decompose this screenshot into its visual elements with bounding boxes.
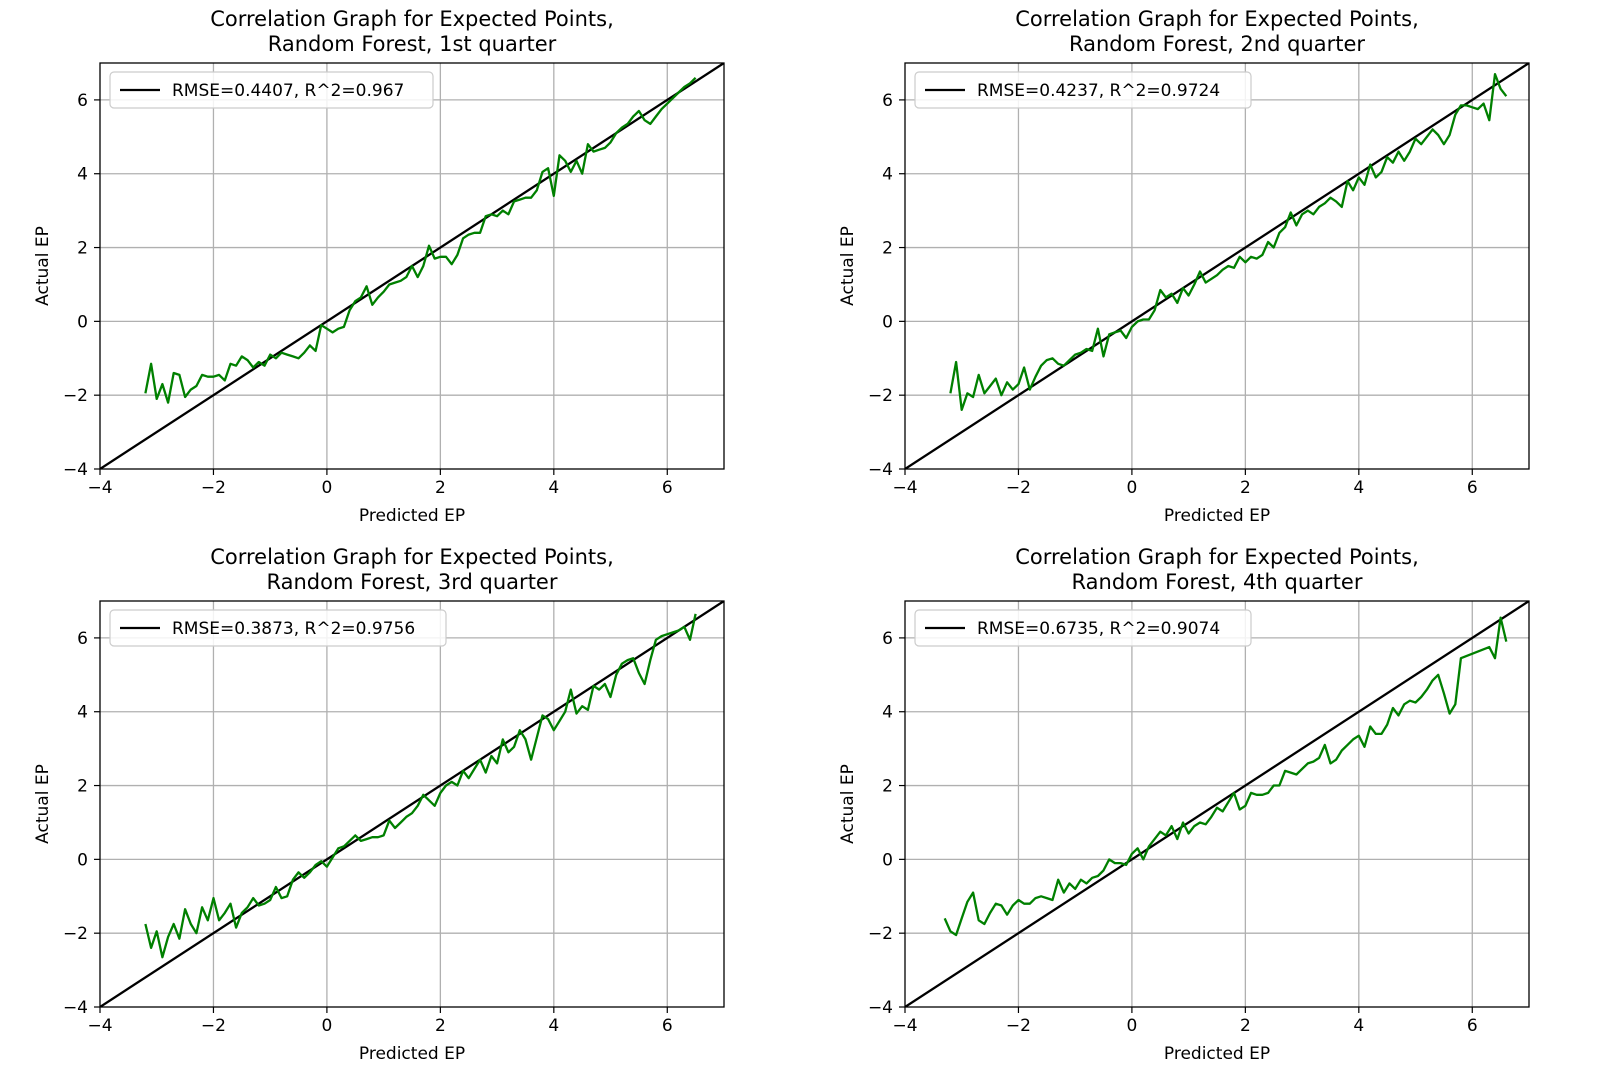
- legend-box: [914, 71, 1252, 109]
- legend: RMSE=0.6735, R^2=0.9074: [914, 609, 1252, 647]
- y-tick-label: −2: [63, 924, 88, 944]
- y-tick-label: 2: [882, 777, 893, 797]
- x-tick-label: 2: [435, 478, 446, 498]
- x-tick-label: 4: [1353, 478, 1364, 498]
- axes-frame: [904, 600, 1530, 1008]
- y-axis-label: Actual EP: [33, 226, 53, 306]
- x-tick-label: 4: [1353, 1016, 1364, 1036]
- y-tick-label: 0: [77, 850, 88, 870]
- chart-title-line: Random Forest, 2nd quarter: [1069, 32, 1365, 56]
- x-tick-label: −2: [1006, 478, 1031, 498]
- x-tick-label: −4: [892, 478, 917, 498]
- x-tick-label: 4: [548, 478, 559, 498]
- y-tick-label: −4: [868, 460, 893, 480]
- chart-title-line: Correlation Graph for Expected Points,: [210, 7, 614, 31]
- y-tick-label: 4: [882, 703, 893, 723]
- axes-frame: [904, 62, 1530, 470]
- x-tick-label: −4: [87, 478, 112, 498]
- y-tick-label: 6: [77, 91, 88, 111]
- subplot-4: −4 −2 0 2 4 6 −4 −2 0 2 4 6 Correlation Graph for Ex…: [838, 545, 1530, 1064]
- x-tick-label: −4: [892, 1016, 917, 1036]
- legend: RMSE=0.3873, R^2=0.9756: [109, 609, 447, 647]
- subplot-3: −4 −2 0 2 4 6 −4 −2 0 2 4 6 Correlation Graph for Ex…: [33, 545, 725, 1064]
- y-tick-label: 2: [882, 239, 893, 259]
- x-tick-label: 6: [662, 1016, 673, 1036]
- legend-box: [914, 609, 1252, 647]
- x-tick-label: 4: [548, 1016, 559, 1036]
- ep-data-line: [144, 76, 697, 404]
- chart-title-line: Random Forest, 3rd quarter: [267, 570, 558, 594]
- x-tick-label: 6: [1467, 1016, 1478, 1036]
- y-tick-label: 2: [77, 239, 88, 259]
- ep-data-line: [949, 72, 1508, 412]
- axes-frame: [99, 62, 725, 470]
- legend-label: RMSE=0.4237, R^2=0.9724: [977, 81, 1220, 101]
- y-axis-label: Actual EP: [33, 764, 53, 844]
- legend-label: RMSE=0.6735, R^2=0.9074: [977, 619, 1220, 639]
- x-tick-label: −4: [87, 1016, 112, 1036]
- y-tick-label: 4: [77, 165, 88, 185]
- reference-line: [100, 601, 724, 1007]
- reference-line: [905, 63, 1529, 469]
- y-axis-label: Actual EP: [838, 226, 858, 306]
- x-tick-label: 0: [1126, 478, 1137, 498]
- reference-line: [905, 601, 1529, 1007]
- chart-title-line: Random Forest, 4th quarter: [1072, 570, 1363, 594]
- x-axis-label: Predicted EP: [359, 506, 465, 526]
- x-tick-label: 0: [321, 478, 332, 498]
- legend-label: RMSE=0.3873, R^2=0.9756: [172, 619, 415, 639]
- x-tick-label: 0: [1126, 1016, 1137, 1036]
- x-tick-label: 2: [1240, 1016, 1251, 1036]
- chart-title-line: Correlation Graph for Expected Points,: [1015, 7, 1419, 31]
- y-tick-label: −2: [63, 386, 88, 406]
- y-tick-label: 6: [882, 91, 893, 111]
- x-tick-label: 0: [321, 1016, 332, 1036]
- y-tick-label: 0: [77, 312, 88, 332]
- y-tick-label: 4: [882, 165, 893, 185]
- ep-data-line: [144, 613, 697, 959]
- legend-label: RMSE=0.4407, R^2=0.967: [172, 81, 404, 101]
- legend-box: [109, 609, 447, 647]
- y-tick-label: −4: [63, 998, 88, 1018]
- x-tick-label: 2: [435, 1016, 446, 1036]
- axes-frame: [99, 600, 725, 1008]
- y-tick-label: 6: [77, 629, 88, 649]
- y-tick-label: −4: [63, 460, 88, 480]
- y-tick-label: 0: [882, 850, 893, 870]
- x-tick-label: 2: [1240, 478, 1251, 498]
- y-axis-label: Actual EP: [838, 764, 858, 844]
- y-tick-label: 0: [882, 312, 893, 332]
- legend: RMSE=0.4237, R^2=0.9724: [914, 71, 1252, 109]
- x-tick-label: −2: [1006, 1016, 1031, 1036]
- ep-data-line: [943, 616, 1508, 937]
- subplot-2: −4 −2 0 2 4 6 −4 −2 0 2 4 6 Correlation Graph for Ex…: [838, 7, 1530, 526]
- x-axis-label: Predicted EP: [1164, 506, 1270, 526]
- chart-title-line: Random Forest, 1st quarter: [268, 32, 557, 56]
- subplot-1: −4 −2 0 2 4 6 −4 −2 0 2 4 6 Correlation Graph for Ex…: [33, 7, 725, 526]
- x-axis-label: Predicted EP: [359, 1044, 465, 1064]
- x-tick-label: −2: [201, 1016, 226, 1036]
- chart-title-line: Correlation Graph for Expected Points,: [210, 545, 614, 569]
- x-axis-label: Predicted EP: [1164, 1044, 1270, 1064]
- y-tick-label: −2: [868, 386, 893, 406]
- y-tick-label: 4: [77, 703, 88, 723]
- y-tick-label: −4: [868, 998, 893, 1018]
- x-tick-label: 6: [1467, 478, 1478, 498]
- x-tick-label: −2: [201, 478, 226, 498]
- x-tick-label: 6: [662, 478, 673, 498]
- y-tick-label: −2: [868, 924, 893, 944]
- chart-title-line: Correlation Graph for Expected Points,: [1015, 545, 1419, 569]
- legend-box: [109, 71, 434, 109]
- y-tick-label: 2: [77, 777, 88, 797]
- y-tick-label: 6: [882, 629, 893, 649]
- legend: RMSE=0.4407, R^2=0.967: [109, 71, 434, 109]
